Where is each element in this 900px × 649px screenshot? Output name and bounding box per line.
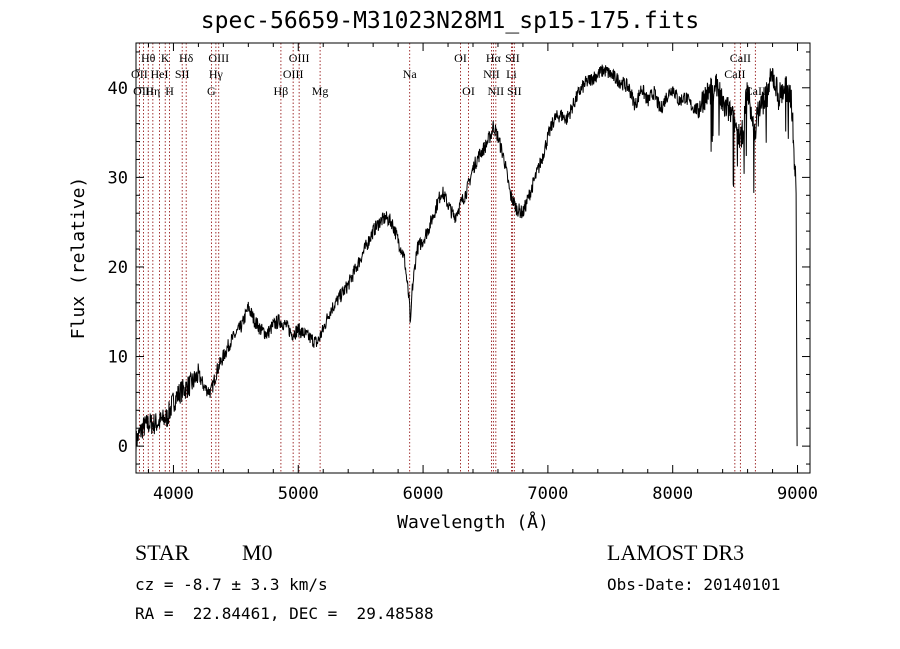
x-tick-label-0: 4000	[153, 484, 194, 504]
line-label-23: NII	[488, 84, 505, 98]
y-tick-label-4: 40	[108, 79, 128, 99]
y-tick-label-0: 0	[118, 437, 128, 457]
x-tick-label-2: 6000	[403, 484, 444, 504]
line-label-4: HeI	[150, 67, 168, 81]
line-label-15: Mg	[312, 84, 329, 98]
spectral-line-markers	[138, 43, 756, 473]
y-tick-label-3: 30	[108, 168, 128, 188]
object-subclass: M0	[242, 540, 273, 565]
x-tick-label-5: 9000	[777, 484, 818, 504]
redshift-cz: cz = -8.7 ± 3.3 km/s	[135, 575, 328, 594]
line-label-20: SII	[505, 51, 520, 65]
chart-title: spec-56659-M31023N28M1_sp15-175.fits	[200, 8, 700, 34]
line-label-3: K	[161, 51, 170, 65]
x-tick-label-4: 8000	[652, 484, 693, 504]
line-label-8: Hδ	[179, 51, 194, 65]
line-label-11: G	[207, 84, 216, 98]
line-label-18: OI	[462, 84, 475, 98]
line-label-17: OI	[454, 51, 467, 65]
x-tick-label-3: 7000	[527, 484, 568, 504]
line-label-13: OIII	[283, 67, 304, 81]
line-label-14: Hβ	[274, 84, 289, 98]
line-label-0: Hθ	[141, 51, 156, 65]
plot-frame	[135, 42, 811, 474]
line-label-5: Hη	[145, 84, 160, 98]
survey-name: LAMOST DR3	[607, 540, 745, 565]
y-tick-label-2: 20	[108, 258, 128, 278]
line-label-25: CaII	[730, 51, 751, 65]
line-label-10: Hγ	[209, 67, 224, 81]
line-label-9: OIII	[208, 51, 229, 65]
object-class: STAR	[135, 540, 190, 565]
x-axis-label: Wavelength (Å)	[397, 511, 549, 533]
line-label-12: OIII	[289, 51, 310, 65]
y-tick-label-1: 10	[108, 348, 128, 368]
line-label-1: OII	[131, 67, 148, 81]
line-label-2: OIII	[133, 84, 154, 98]
line-label-6: SII	[175, 67, 190, 81]
x-tick-label-1: 5000	[278, 484, 319, 504]
line-label-24: SII	[507, 84, 522, 98]
line-label-16: Na	[403, 67, 418, 81]
line-label-27: CaII	[745, 84, 766, 98]
coordinates: RA = 22.84461, DEC = 29.48588	[135, 604, 434, 623]
observation-date: Obs-Date: 20140101	[607, 575, 781, 594]
y-axis-label: Flux (relative)	[68, 177, 89, 340]
flux-series-line	[135, 64, 798, 454]
line-label-26: CaII	[724, 67, 745, 81]
line-label-22: Li	[506, 67, 517, 81]
axis-ticks: 4000 5000 6000 7000 8000 9000 0 10 20 30 40	[108, 43, 818, 504]
line-label-19: Hα	[486, 51, 502, 65]
line-label-7: H	[165, 84, 174, 98]
line-label-21: NII	[483, 67, 500, 81]
